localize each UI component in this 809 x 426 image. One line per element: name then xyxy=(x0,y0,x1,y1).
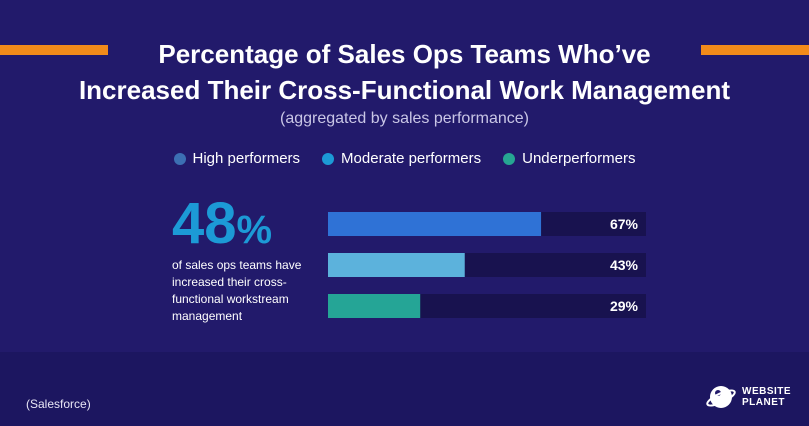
footer-band xyxy=(0,352,809,426)
legend: High performers Moderate performers Unde… xyxy=(0,150,809,167)
legend-item-high: High performers xyxy=(173,150,301,167)
logo-line-2: PLANET xyxy=(742,397,785,408)
logo-text: WEBSITE PLANET xyxy=(742,386,791,408)
logo: WEBSITE PLANET xyxy=(706,382,791,412)
bar-label-under: 29% xyxy=(610,298,639,314)
bar-label-moderate: 43% xyxy=(610,257,639,273)
highlight-stat: 48% xyxy=(172,195,273,258)
bar-moderate xyxy=(328,253,465,277)
highlight-unit: % xyxy=(236,208,273,252)
bar-high xyxy=(328,212,542,236)
legend-label-under: Underperformers xyxy=(522,150,636,167)
highlight-number: 48 xyxy=(172,191,237,256)
chart-subtitle: (aggregated by sales performance) xyxy=(279,110,530,127)
accent-bar-left xyxy=(0,45,108,55)
highlight-description: of sales ops teams have increased their … xyxy=(172,258,302,323)
bar-under xyxy=(328,294,421,318)
title-line-1: Percentage of Sales Ops Teams Who’ve xyxy=(158,39,651,69)
legend-swatch-moderate xyxy=(322,152,335,165)
legend-item-under: Underperformers xyxy=(503,150,635,167)
logo-line-1: WEBSITE xyxy=(742,386,792,397)
accent-bar-right xyxy=(701,45,809,55)
chart-title: Percentage of Sales Ops Teams Who’ve Inc… xyxy=(0,36,809,108)
legend-swatch-under xyxy=(503,152,516,165)
legend-swatch-high xyxy=(173,152,186,165)
bar-label-high: 67% xyxy=(610,216,639,232)
legend-label-high: High performers xyxy=(192,150,301,167)
source-note: (Salesforce) xyxy=(26,397,91,411)
title-line-2: Increased Their Cross-Functional Work Ma… xyxy=(78,75,731,105)
legend-item-moderate: Moderate performers xyxy=(322,150,481,167)
legend-label-moderate: Moderate performers xyxy=(341,150,482,167)
planet-icon xyxy=(706,386,736,408)
